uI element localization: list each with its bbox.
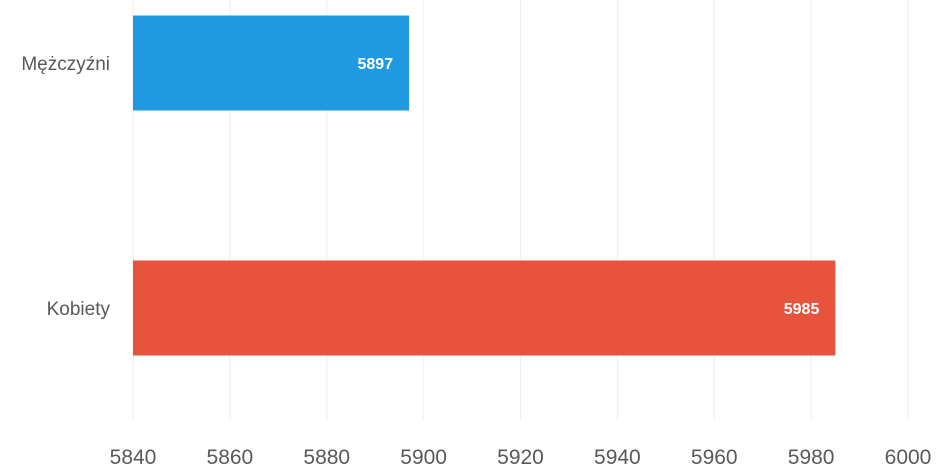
- x-tick-label: 5840: [110, 446, 157, 469]
- category-axis: Mężczyźni Kobiety: [21, 54, 110, 320]
- x-tick-label: 5920: [497, 446, 544, 469]
- x-tick-label: 5940: [594, 446, 641, 469]
- bar-mezczyzni: [133, 15, 410, 111]
- category-label: Mężczyźni: [21, 54, 110, 75]
- x-tick-label: 6000: [885, 446, 932, 469]
- x-tick-label: 5960: [691, 446, 738, 469]
- value-axis: 5840 5860 5880 5900 5920 5940 5960 5980 6000: [110, 446, 932, 469]
- category-label: Kobiety: [47, 299, 111, 320]
- data-label: 5985: [784, 301, 820, 318]
- x-tick-label: 5980: [788, 446, 835, 469]
- x-tick-label: 5880: [303, 446, 350, 469]
- bars: 5897 5985: [133, 15, 836, 356]
- bar-kobiety: [133, 260, 836, 356]
- x-tick-label: 5860: [207, 446, 254, 469]
- data-label: 5897: [358, 56, 394, 73]
- x-tick-label: 5900: [400, 446, 447, 469]
